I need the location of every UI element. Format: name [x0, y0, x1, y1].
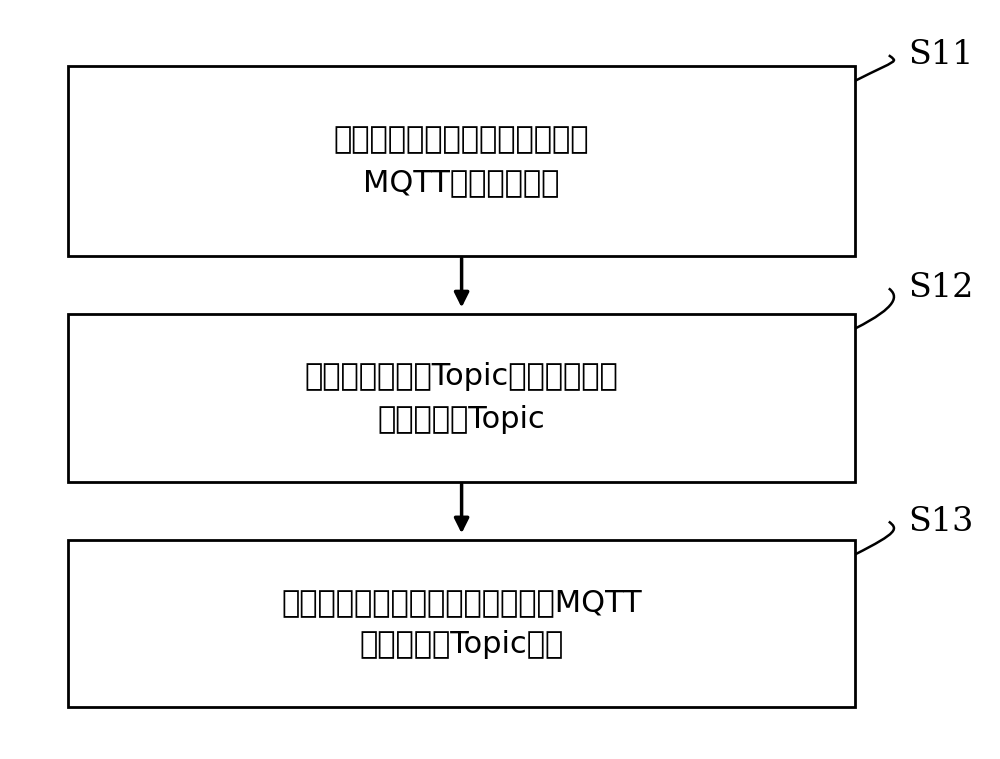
- Text: 制定传递信息的Topic，并在服务端
订阅相应的Topic: 制定传递信息的Topic，并在服务端 订阅相应的Topic: [305, 362, 618, 433]
- Bar: [68, 314, 855, 481]
- Text: 在系统服务端与客户端分别创建
MQTT发送和接收端: 在系统服务端与客户端分别创建 MQTT发送和接收端: [334, 125, 589, 197]
- Bar: [68, 66, 855, 256]
- Bar: [68, 540, 855, 707]
- Text: S12: S12: [908, 272, 973, 304]
- Text: 客户端有状态或资讯更新时，通过MQTT
发布相应的Topic信息: 客户端有状态或资讯更新时，通过MQTT 发布相应的Topic信息: [281, 587, 642, 660]
- Text: S13: S13: [908, 505, 973, 537]
- Text: S11: S11: [908, 39, 973, 71]
